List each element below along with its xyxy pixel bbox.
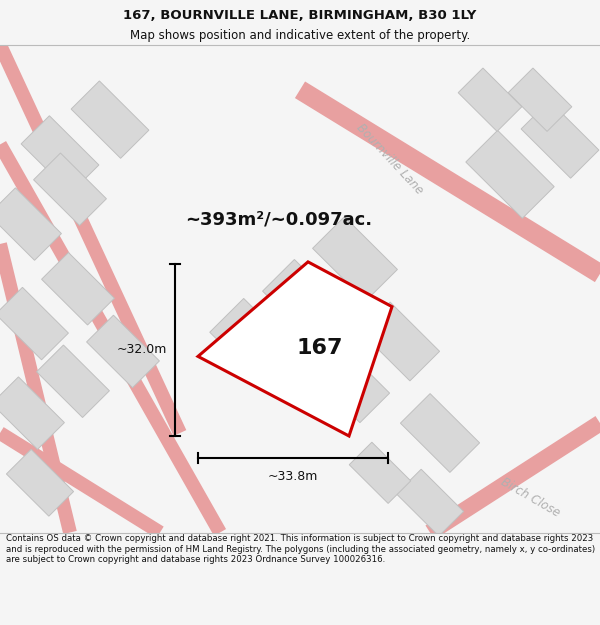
Text: Map shows position and indicative extent of the property.: Map shows position and indicative extent… bbox=[130, 29, 470, 42]
Polygon shape bbox=[263, 259, 347, 344]
Text: Contains OS data © Crown copyright and database right 2021. This information is : Contains OS data © Crown copyright and d… bbox=[6, 534, 595, 564]
Polygon shape bbox=[458, 68, 522, 131]
Polygon shape bbox=[397, 469, 464, 536]
Polygon shape bbox=[0, 288, 68, 360]
Polygon shape bbox=[37, 345, 109, 418]
Polygon shape bbox=[466, 131, 554, 218]
Polygon shape bbox=[7, 449, 74, 516]
Text: Birch Close: Birch Close bbox=[498, 476, 562, 520]
Text: ~33.8m: ~33.8m bbox=[268, 470, 318, 483]
Polygon shape bbox=[0, 377, 64, 449]
Polygon shape bbox=[210, 299, 300, 389]
Polygon shape bbox=[21, 116, 99, 193]
Polygon shape bbox=[198, 262, 392, 436]
Polygon shape bbox=[310, 344, 389, 422]
Polygon shape bbox=[349, 442, 411, 503]
Text: Bournville Lane: Bournville Lane bbox=[354, 122, 426, 198]
Polygon shape bbox=[361, 302, 440, 381]
Polygon shape bbox=[521, 101, 599, 178]
Polygon shape bbox=[41, 253, 115, 325]
Polygon shape bbox=[0, 188, 61, 260]
Text: ~393m²/~0.097ac.: ~393m²/~0.097ac. bbox=[185, 210, 372, 228]
Polygon shape bbox=[86, 315, 160, 388]
Text: ~32.0m: ~32.0m bbox=[116, 343, 167, 356]
Polygon shape bbox=[508, 68, 572, 131]
Text: 167: 167 bbox=[297, 339, 343, 359]
Polygon shape bbox=[313, 217, 397, 301]
Polygon shape bbox=[71, 81, 149, 158]
Text: 167, BOURNVILLE LANE, BIRMINGHAM, B30 1LY: 167, BOURNVILLE LANE, BIRMINGHAM, B30 1L… bbox=[124, 9, 476, 22]
Polygon shape bbox=[400, 394, 479, 472]
Polygon shape bbox=[34, 153, 106, 226]
